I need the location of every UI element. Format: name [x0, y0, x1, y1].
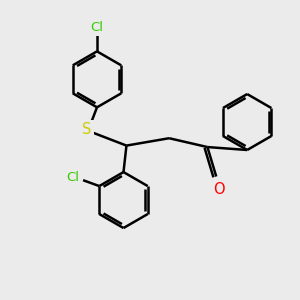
Text: Cl: Cl — [66, 171, 79, 184]
Text: S: S — [82, 122, 92, 137]
Text: O: O — [213, 182, 225, 197]
Text: Cl: Cl — [91, 21, 103, 34]
